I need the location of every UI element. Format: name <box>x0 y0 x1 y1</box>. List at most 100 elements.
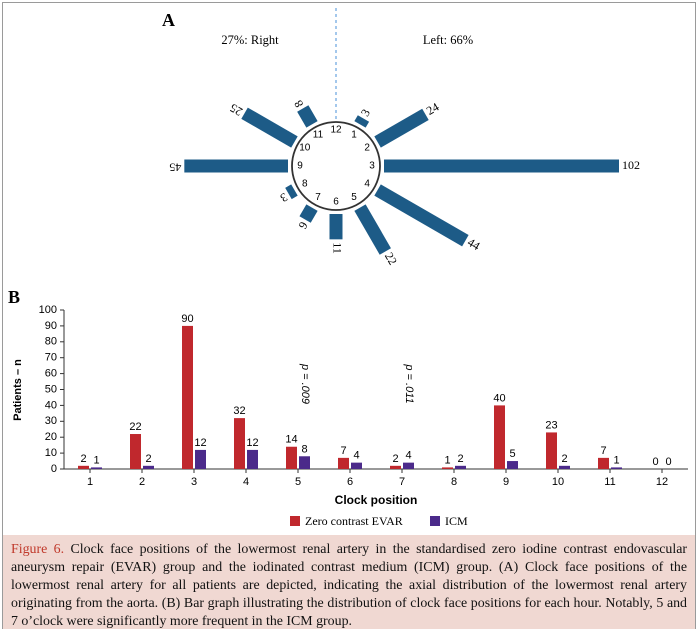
bar-zero-contrast <box>390 465 401 469</box>
clock-number: 9 <box>297 161 303 172</box>
radial-bar-value-label: 22 <box>382 250 400 267</box>
radial-bar <box>374 108 429 148</box>
caption-label: Figure 6. <box>11 542 65 557</box>
y-tick-label: 70 <box>45 352 57 364</box>
caption-text: Clock face positions of the lowermost re… <box>11 542 687 629</box>
bar-icm <box>299 456 310 469</box>
bar-icm <box>611 467 622 469</box>
bar-value-label: 1 <box>444 454 450 466</box>
radial-bar-value-label: 44 <box>465 235 482 253</box>
bar-zero-contrast <box>598 457 609 469</box>
radial-bar-value-label: 25 <box>227 101 244 119</box>
bar-zero-contrast <box>442 467 453 469</box>
bar-zero-contrast <box>78 465 89 469</box>
y-tick-label: 20 <box>45 431 57 443</box>
y-tick-label: 60 <box>45 368 57 380</box>
bar-icm <box>403 462 414 469</box>
bar-value-label: 7 <box>340 445 346 457</box>
clock-face <box>291 121 381 211</box>
bar-icm <box>559 465 570 469</box>
bar-value-label: 2 <box>145 453 151 465</box>
clock-number: 6 <box>333 197 339 208</box>
legend-label: Zero contrast EVAR <box>305 514 403 528</box>
x-tick-label: 7 <box>399 476 405 488</box>
clock-number: 11 <box>313 129 324 140</box>
y-ticks: 0 10 20 30 40 50 60 70 80 90 100 <box>39 304 64 475</box>
bar-value-label: 1 <box>613 454 619 466</box>
clock-number: 12 <box>330 125 342 136</box>
x-tick-label: 2 <box>139 476 145 488</box>
legend: Zero contrast EVAR ICM <box>290 514 468 528</box>
clock-number: 5 <box>351 192 357 203</box>
bar-value-label: 4 <box>353 450 359 462</box>
radial-bar <box>184 159 288 173</box>
x-tick-label: 11 <box>604 476 615 488</box>
bar-value-label: 5 <box>509 448 515 460</box>
bar-value-label: 12 <box>194 437 206 449</box>
legend-swatch <box>430 516 440 526</box>
right-side-label: 27%: Right <box>221 33 279 47</box>
clock-number: 2 <box>364 143 370 154</box>
bar-zero-contrast <box>494 405 505 469</box>
bar-value-label: 0 <box>652 456 658 468</box>
bar-zero-contrast <box>182 325 193 469</box>
bar-value-label: 2 <box>80 453 86 465</box>
bar-value-label: 7 <box>600 445 606 457</box>
radial-bar-value-label: 45 <box>169 160 181 174</box>
radial-bar <box>285 184 298 200</box>
bar-value-label: 2 <box>561 453 567 465</box>
panel-a-label: A <box>162 10 175 30</box>
x-tick-label: 9 <box>503 476 509 488</box>
left-side-label: Left: 66% <box>423 33 473 47</box>
bar-value-label: 2 <box>392 453 398 465</box>
y-tick-label: 0 <box>51 463 57 475</box>
radial-bar <box>354 115 370 128</box>
bar-value-label: 12 <box>246 437 258 449</box>
y-tick-label: 30 <box>45 415 57 427</box>
bar-value-label: 1 <box>93 454 99 466</box>
y-axis-label: Patients – n <box>12 359 24 421</box>
bar-value-label: 14 <box>285 434 297 446</box>
x-tick-label: 3 <box>191 476 197 488</box>
radial-bar <box>329 214 343 240</box>
x-tick-label: 6 <box>347 476 353 488</box>
bar-value-label: 22 <box>129 421 141 433</box>
radial-bar-value-label: 11 <box>330 242 344 254</box>
bar-value-label: 4 <box>405 450 411 462</box>
x-axis-label: Clock position <box>335 493 418 507</box>
y-tick-label: 80 <box>45 336 57 348</box>
x-tick-label: 1 <box>87 476 93 488</box>
bar-zero-contrast <box>130 434 141 469</box>
bar-icm <box>91 467 102 469</box>
bar-icm <box>247 449 258 469</box>
radial-bar <box>241 107 298 148</box>
bar-value-label: 32 <box>233 405 245 417</box>
y-tick-label: 90 <box>45 320 57 332</box>
p-value-label: p = .011 <box>403 363 415 403</box>
bar-zero-contrast <box>234 418 245 469</box>
bar-zero-contrast <box>286 446 297 469</box>
clock-number: 3 <box>369 161 375 172</box>
x-tick-label: 4 <box>243 476 249 488</box>
p-value-label: p = .009 <box>299 363 311 404</box>
bar-value-label: 90 <box>181 313 193 325</box>
figure-caption: Figure 6. Clock face positions of the lo… <box>3 535 695 629</box>
bar-icm <box>507 461 518 469</box>
bar-icm <box>455 465 466 469</box>
clock-number: 1 <box>351 129 357 140</box>
panel-b-label: B <box>8 287 20 307</box>
radial-bar <box>374 184 469 247</box>
bar-zero-contrast <box>546 432 557 469</box>
y-tick-label: 40 <box>45 399 57 411</box>
x-tick-label: 8 <box>451 476 457 488</box>
bar-value-label: 23 <box>545 419 557 431</box>
y-tick-label: 100 <box>39 304 57 316</box>
x-tick-label: 12 <box>656 476 668 488</box>
bar-icm <box>195 449 206 469</box>
x-ticks: 1 2 3 4 5 6 7 8 9 10 11 12 <box>87 469 668 488</box>
